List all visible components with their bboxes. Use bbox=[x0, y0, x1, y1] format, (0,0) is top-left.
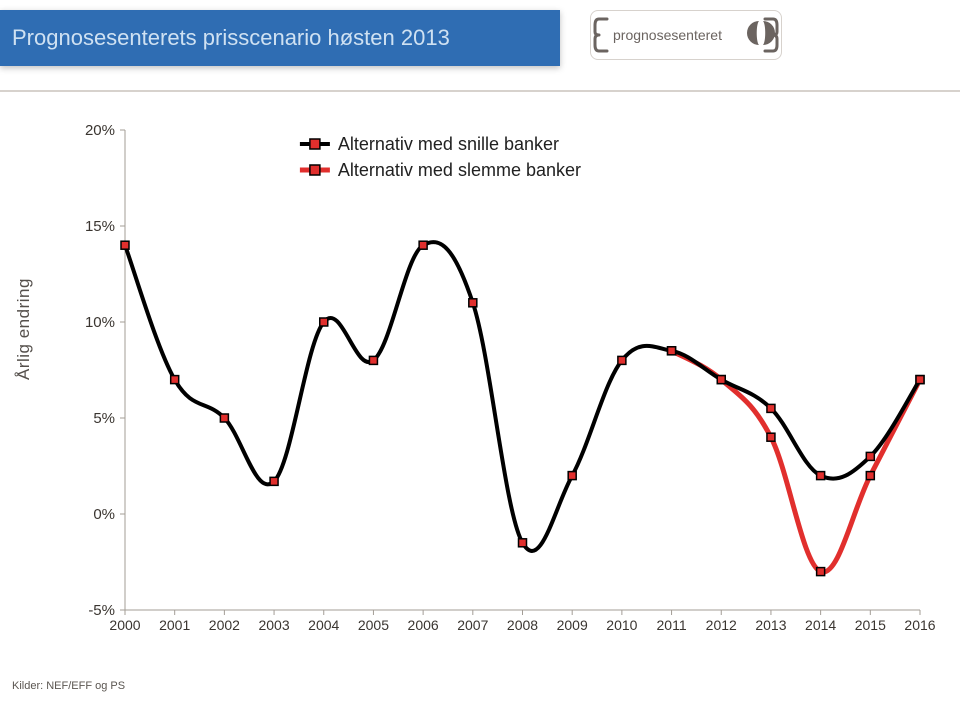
y-tick-label: 10% bbox=[85, 314, 115, 331]
page-title: Prognosesenterets prisscenario høsten 20… bbox=[0, 25, 450, 51]
x-tick-label: 2012 bbox=[706, 617, 737, 633]
chart: -5%0%5%10%15%20%200020012002200320042005… bbox=[60, 120, 940, 650]
marker-snille bbox=[419, 241, 427, 249]
header-divider bbox=[0, 90, 960, 92]
x-tick-label: 2014 bbox=[805, 617, 836, 633]
source-text: Kilder: NEF/EFF og PS bbox=[12, 680, 125, 692]
marker-snille bbox=[916, 376, 924, 384]
title-bar: Prognosesenterets prisscenario høsten 20… bbox=[0, 10, 560, 66]
marker-slemme bbox=[866, 472, 874, 480]
logo-svg: prognosesenteret bbox=[593, 13, 779, 57]
marker-snille bbox=[369, 356, 377, 364]
y-tick-label: 20% bbox=[85, 122, 115, 139]
marker-snille bbox=[618, 356, 626, 364]
x-tick-label: 2002 bbox=[209, 617, 240, 633]
x-tick-label: 2006 bbox=[408, 617, 439, 633]
x-tick-label: 2009 bbox=[557, 617, 588, 633]
y-tick-label: 5% bbox=[93, 410, 115, 427]
marker-snille bbox=[519, 539, 527, 547]
legend-label: Alternativ med snille banker bbox=[338, 134, 559, 154]
brand-logo: prognosesenteret bbox=[590, 10, 782, 60]
legend-marker bbox=[310, 139, 320, 149]
x-tick-label: 2005 bbox=[358, 617, 389, 633]
y-axis-title: Årlig endring bbox=[14, 278, 34, 380]
x-tick-label: 2010 bbox=[606, 617, 637, 633]
marker-snille bbox=[767, 404, 775, 412]
marker-snille bbox=[717, 376, 725, 384]
x-tick-label: 2015 bbox=[855, 617, 886, 633]
x-tick-label: 2004 bbox=[308, 617, 339, 633]
y-tick-label: 0% bbox=[93, 506, 115, 523]
marker-snille bbox=[121, 241, 129, 249]
marker-snille bbox=[320, 318, 328, 326]
marker-snille bbox=[270, 477, 278, 485]
x-tick-label: 2013 bbox=[755, 617, 786, 633]
y-tick-label: 15% bbox=[85, 218, 115, 235]
page: Prognosesenterets prisscenario høsten 20… bbox=[0, 0, 960, 704]
marker-snille bbox=[171, 376, 179, 384]
marker-slemme bbox=[767, 433, 775, 441]
legend-marker bbox=[310, 165, 320, 175]
marker-snille bbox=[866, 452, 874, 460]
x-tick-label: 2016 bbox=[904, 617, 935, 633]
legend-label: Alternativ med slemme banker bbox=[338, 160, 581, 180]
marker-snille bbox=[220, 414, 228, 422]
line-snille bbox=[125, 242, 920, 551]
marker-slemme bbox=[817, 568, 825, 576]
marker-snille bbox=[668, 347, 676, 355]
x-tick-label: 2001 bbox=[159, 617, 190, 633]
x-tick-label: 2003 bbox=[258, 617, 289, 633]
marker-snille bbox=[568, 472, 576, 480]
logo-text: prognosesenteret bbox=[613, 27, 722, 43]
chart-svg: -5%0%5%10%15%20%200020012002200320042005… bbox=[60, 120, 940, 650]
line-slemme bbox=[672, 351, 920, 572]
x-tick-label: 2007 bbox=[457, 617, 488, 633]
x-tick-label: 2011 bbox=[657, 617, 687, 633]
marker-snille bbox=[817, 472, 825, 480]
x-tick-label: 2000 bbox=[109, 617, 140, 633]
marker-snille bbox=[469, 299, 477, 307]
x-tick-label: 2008 bbox=[507, 617, 538, 633]
